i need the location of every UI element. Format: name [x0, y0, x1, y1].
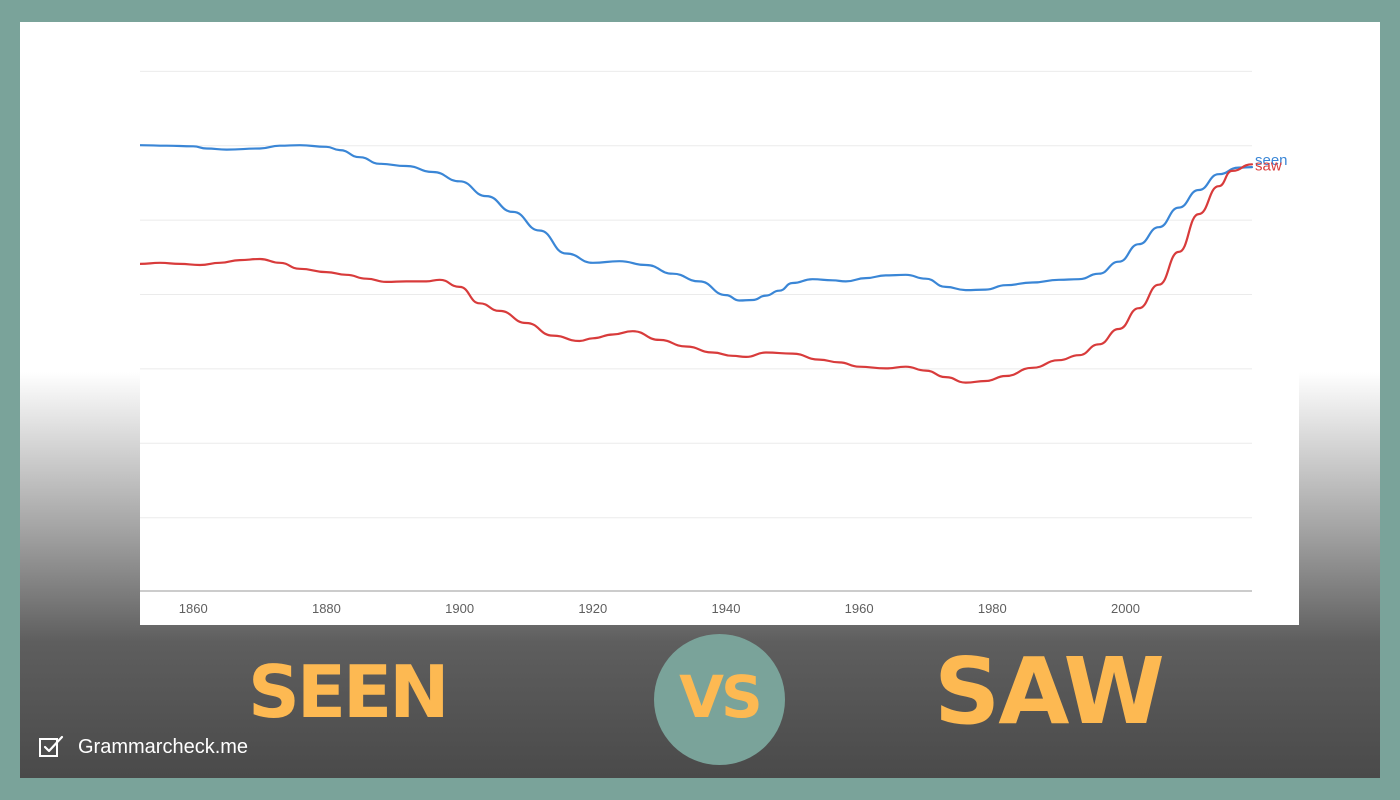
x-tick-label: 1920	[578, 601, 607, 616]
x-tick-label: 1880	[312, 601, 341, 616]
brand: Grammarcheck.me	[38, 735, 248, 759]
x-tick-label: 1900	[445, 601, 474, 616]
checkbox-icon	[39, 735, 64, 757]
x-tick-label: 1960	[845, 601, 874, 616]
x-axis-ticks: 1860 1880 1900 1920 1940 1960 1980 2000	[179, 601, 1140, 616]
word-seen: SEEN	[248, 650, 449, 734]
x-tick-label: 2000	[1111, 601, 1140, 616]
series-label-saw: saw	[1255, 157, 1282, 174]
vs-text: VS	[679, 662, 763, 731]
series-label-seen: seen	[1255, 152, 1288, 169]
x-tick-label: 1940	[712, 601, 741, 616]
x-tick-label: 1980	[978, 601, 1007, 616]
vs-badge: VS	[654, 634, 785, 765]
series-line-seen	[140, 144, 1254, 302]
series-line-saw	[140, 163, 1254, 384]
frame: 1860 1880 1900 1920 1940 1960 1980 2000 seen saw…	[20, 22, 1380, 778]
word-saw: SAW	[934, 638, 1165, 745]
brand-name: Grammarcheck.me	[78, 735, 249, 758]
series-lines	[140, 144, 1254, 384]
chart-card: 1860 1880 1900 1920 1940 1960 1980 2000 seen saw	[140, 44, 1299, 625]
grid	[140, 70, 1252, 519]
x-tick-label: 1860	[179, 601, 208, 616]
